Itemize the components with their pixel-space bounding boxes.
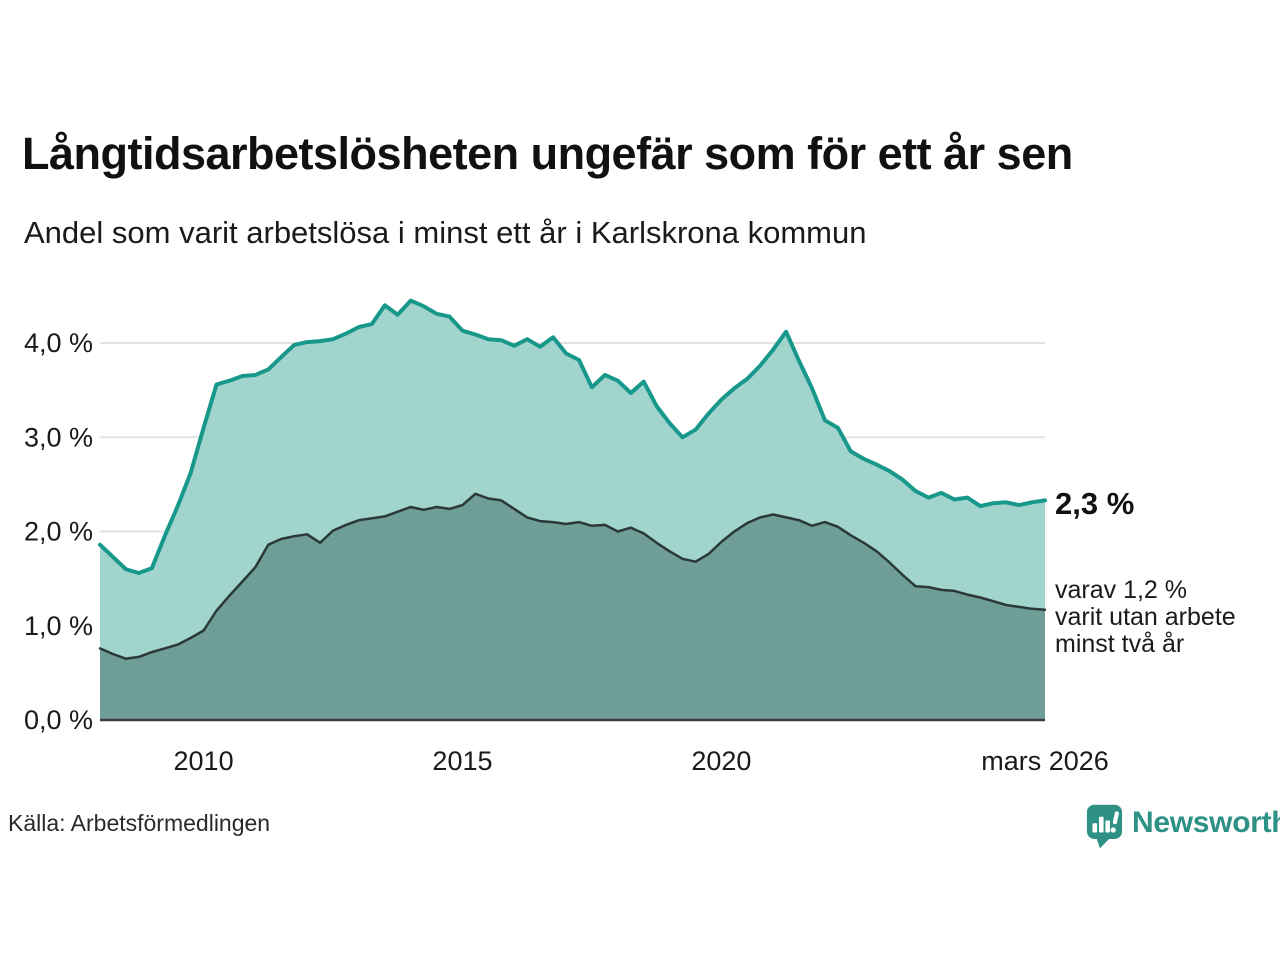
page-subtitle: Andel som varit arbetslösa i minst ett å… <box>24 215 867 250</box>
end-value-label-total: 2,3 % <box>1055 486 1135 521</box>
subset-label-line2: varit utan arbete <box>1055 603 1236 631</box>
bar-chart-speech-bubble-icon <box>1086 804 1123 849</box>
end-value-label-subset: varav 1,2 % varit utan arbete minst två … <box>1055 577 1236 658</box>
subset-label-line3: minst två år <box>1055 630 1185 658</box>
subset-label-line1: varav 1,2 % <box>1055 576 1188 604</box>
source-note: Källa: Arbetsförmedlingen <box>8 810 271 836</box>
y-tick-label: 4,0 % <box>24 328 93 358</box>
x-tick-label: 2020 <box>691 746 751 776</box>
page-title: Långtidsarbetslösheten ungefär som för e… <box>22 128 1073 179</box>
x-tick-label: 2015 <box>432 746 492 776</box>
y-tick-label: 3,0 % <box>24 422 93 452</box>
x-tick-label: mars 2026 <box>981 746 1109 776</box>
brand-logo: Newsworthy <box>1086 803 1280 849</box>
y-tick-label: 1,0 % <box>24 611 93 641</box>
area-subset <box>100 493 1045 720</box>
line-subset <box>98 492 1047 660</box>
y-tick-label: 2,0 % <box>24 517 93 547</box>
brand-name: Newsworthy <box>1132 806 1280 839</box>
line-total <box>98 298 1047 575</box>
y-tick-label: 0,0 % <box>24 705 93 735</box>
x-tick-label: 2010 <box>174 746 234 776</box>
